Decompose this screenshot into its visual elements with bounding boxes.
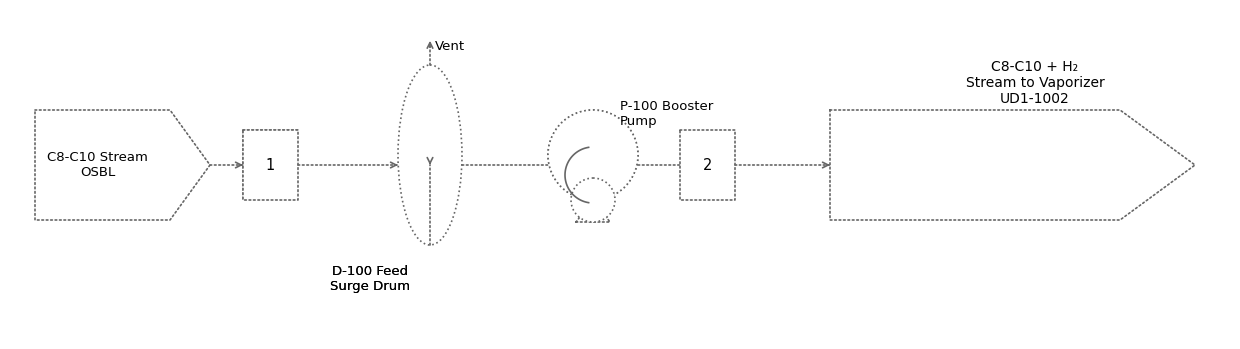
Circle shape (570, 178, 615, 222)
Text: C8-C10 Stream
OSBL: C8-C10 Stream OSBL (47, 151, 148, 179)
Text: D-100 Feed
Surge Drum: D-100 Feed Surge Drum (330, 265, 410, 293)
Text: 2: 2 (703, 157, 712, 172)
Text: P-100 Booster
Pump: P-100 Booster Pump (620, 100, 713, 128)
Circle shape (548, 110, 639, 200)
Polygon shape (35, 110, 210, 220)
Polygon shape (830, 110, 1195, 220)
Text: 1: 1 (265, 157, 275, 172)
Text: Vent: Vent (435, 40, 465, 53)
Polygon shape (680, 130, 735, 200)
Ellipse shape (398, 65, 463, 245)
Polygon shape (577, 200, 610, 222)
Text: D-100 Feed
Surge Drum: D-100 Feed Surge Drum (330, 265, 410, 293)
Text: C8-C10 + H₂
Stream to Vaporizer
UD1-1002: C8-C10 + H₂ Stream to Vaporizer UD1-1002 (966, 60, 1105, 106)
Polygon shape (243, 130, 298, 200)
